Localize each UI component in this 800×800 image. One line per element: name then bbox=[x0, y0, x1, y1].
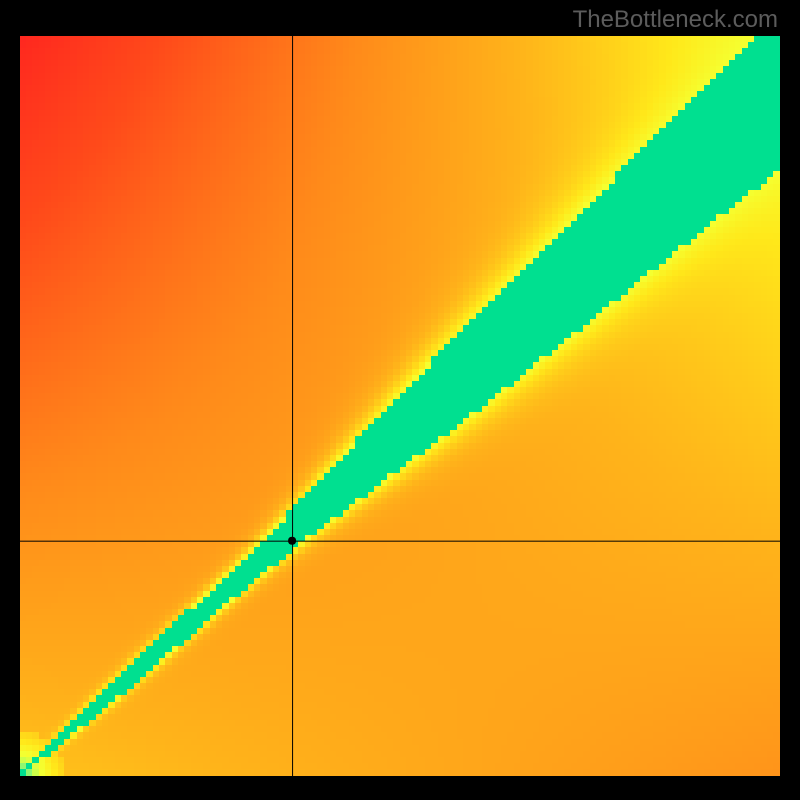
plot-area bbox=[20, 36, 780, 776]
heatmap-canvas bbox=[20, 36, 780, 776]
chart-container: TheBottleneck.com bbox=[0, 0, 800, 800]
watermark-text: TheBottleneck.com bbox=[573, 6, 778, 34]
